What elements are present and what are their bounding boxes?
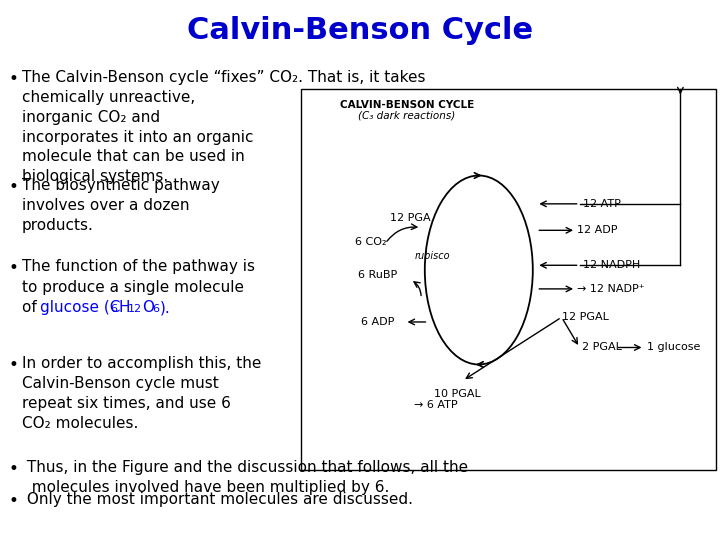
Text: H: H [118, 300, 130, 315]
Text: 2 PGAL: 2 PGAL [582, 342, 621, 353]
Text: 12 NADPH: 12 NADPH [583, 260, 641, 271]
Text: glucose (C: glucose (C [40, 300, 120, 315]
Text: to produce a single molecule: to produce a single molecule [22, 280, 243, 295]
Text: CALVIN-BENSON CYCLE: CALVIN-BENSON CYCLE [340, 100, 474, 110]
Text: 12 PGA: 12 PGA [390, 213, 431, 223]
Text: 10 PGAL: 10 PGAL [434, 389, 480, 399]
Text: •: • [9, 70, 19, 88]
Text: 6 CO₂: 6 CO₂ [355, 237, 387, 247]
Text: of: of [22, 300, 41, 315]
Text: → 6 ATP: → 6 ATP [414, 400, 457, 410]
Text: Calvin-Benson Cycle: Calvin-Benson Cycle [187, 16, 533, 45]
Text: O: O [143, 300, 155, 315]
Text: 6: 6 [153, 304, 160, 314]
Text: 12: 12 [127, 304, 142, 314]
Text: Thus, in the Figure and the discussion that follows, all the
  molecules involve: Thus, in the Figure and the discussion t… [22, 460, 468, 495]
Text: The function of the pathway is: The function of the pathway is [22, 259, 255, 274]
Text: 6 ADP: 6 ADP [361, 317, 395, 327]
Text: ).: ). [160, 300, 171, 315]
Text: •: • [9, 356, 19, 374]
Text: 1 glucose: 1 glucose [647, 342, 700, 353]
Text: The biosynthetic pathway
involves over a dozen
products.: The biosynthetic pathway involves over a… [22, 178, 220, 233]
Text: •: • [9, 259, 19, 277]
Text: 6: 6 [110, 304, 117, 314]
Text: Only the most important molecules are discussed.: Only the most important molecules are di… [22, 492, 413, 508]
Text: The Calvin-Benson cycle “fixes” CO₂. That is, it takes
chemically unreactive,
in: The Calvin-Benson cycle “fixes” CO₂. Tha… [22, 70, 425, 184]
Text: •: • [9, 178, 19, 196]
Text: •: • [9, 492, 19, 510]
Text: → 12 NADP⁺: → 12 NADP⁺ [577, 284, 645, 294]
Text: 6 RuBP: 6 RuBP [359, 269, 397, 280]
Bar [301, 89, 716, 470]
Text: rubisco: rubisco [414, 251, 450, 261]
Text: (C₃ dark reactions): (C₃ dark reactions) [358, 111, 456, 121]
Text: 12 ATP: 12 ATP [583, 199, 621, 209]
Text: 12 PGAL: 12 PGAL [562, 312, 608, 322]
Text: In order to accomplish this, the
Calvin-Benson cycle must
repeat six times, and : In order to accomplish this, the Calvin-… [22, 356, 261, 431]
Text: •: • [9, 460, 19, 478]
Text: 12 ADP: 12 ADP [577, 225, 618, 235]
